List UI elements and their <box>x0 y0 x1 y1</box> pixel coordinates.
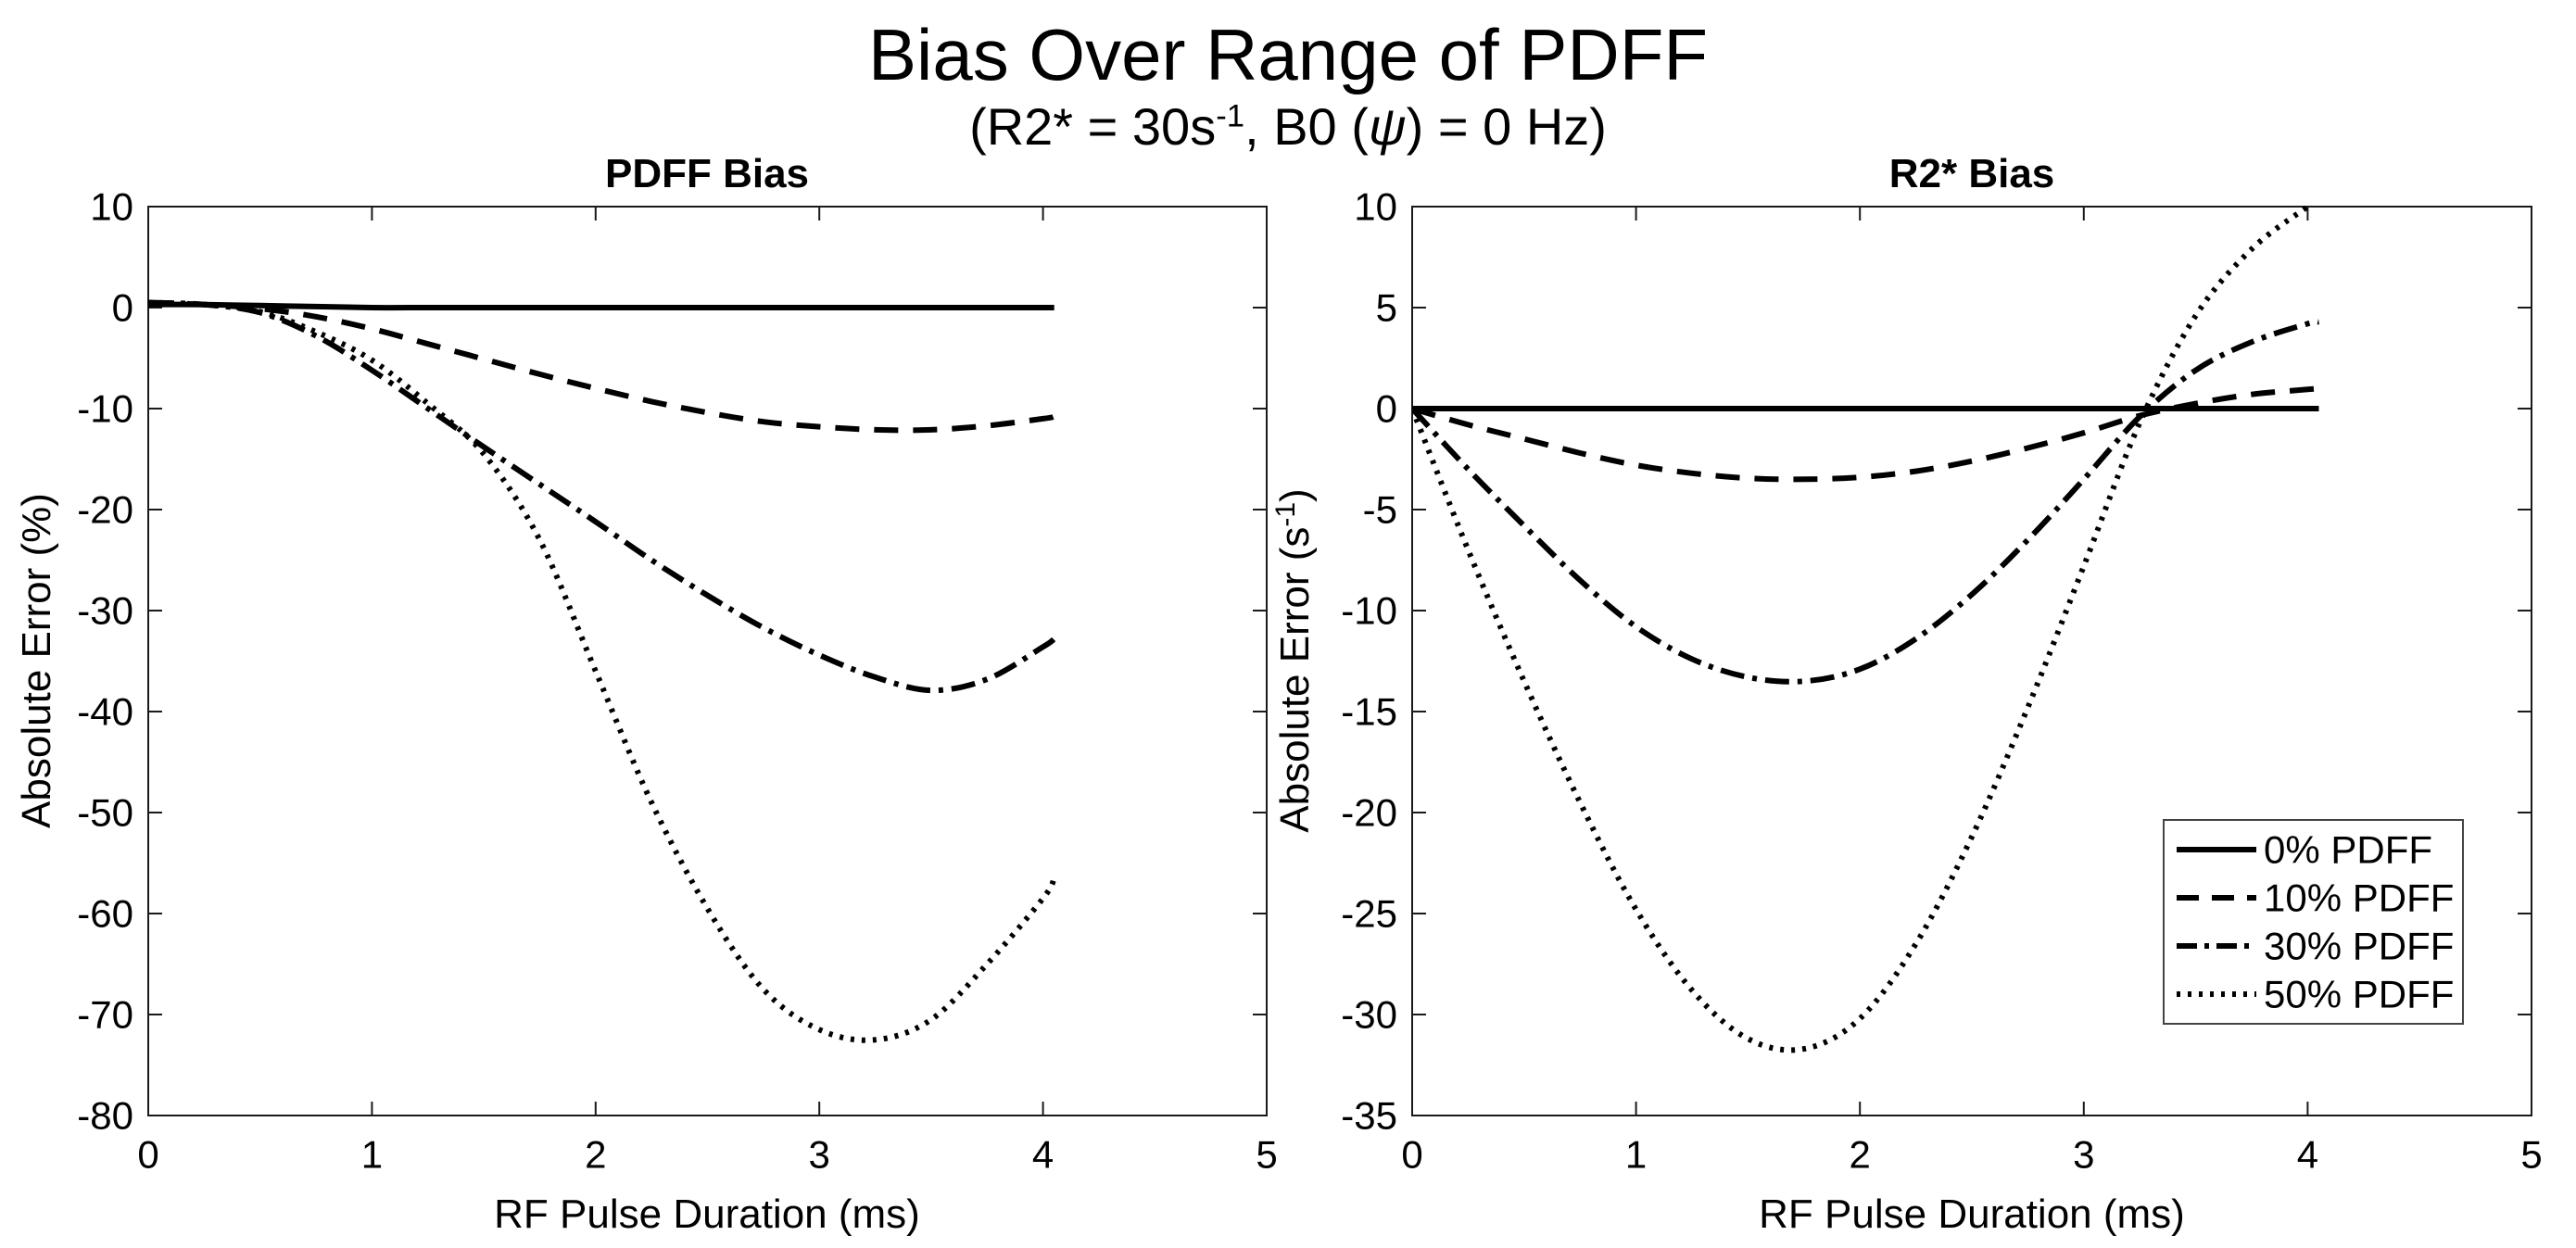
figure-subtitle: (R2* = 30s-1, B0 (ψ) = 0 Hz) <box>0 96 2576 157</box>
right-xaxis-label: RF Pulse Duration (ms) <box>1759 1191 2185 1237</box>
x-tick-label: 2 <box>585 1132 606 1176</box>
line-30pct-pdff <box>148 299 1056 694</box>
x-tick-label: 0 <box>137 1132 158 1176</box>
y-tick-label: -25 <box>1341 892 1397 936</box>
x-tick-label: 4 <box>2297 1132 2318 1176</box>
left-plot-title: PDFF Bias <box>605 151 809 196</box>
legend-label-0pct-pdff: 0% PDFF <box>2264 828 2432 872</box>
y-tick-label: 10 <box>90 185 133 229</box>
y-tick-label: -30 <box>1341 993 1397 1037</box>
line-30pct-pdff <box>1412 319 2319 685</box>
y-tick-label: -80 <box>77 1094 133 1138</box>
y-tick-label: -20 <box>1341 791 1397 835</box>
right-yaxis-label: Absolute Error (s-1) <box>1270 488 1318 832</box>
y-tick-label: 0 <box>112 286 133 330</box>
line-10pct-pdff <box>148 299 1055 434</box>
left-yaxis-label: Absolute Error (%) <box>14 493 59 828</box>
x-tick-label: 2 <box>1850 1132 1871 1176</box>
left-xaxis-label: RF Pulse Duration (ms) <box>494 1191 920 1237</box>
y-tick-label: -10 <box>1341 589 1397 633</box>
right-plot-area: 0 1 2 3 4 5 10 5 0 -5 -10 -15 -20 -25 -30 -35 <box>1341 185 2542 1177</box>
y-tick-label: -10 <box>77 387 133 431</box>
figure-title: Bias Over Range of PDFF <box>868 14 1708 95</box>
y-tick-label: -20 <box>77 488 133 532</box>
line-50pct-pdff <box>1412 206 2314 1053</box>
y-tick-label: 5 <box>1376 286 1397 330</box>
y-tick-label: -40 <box>77 690 133 734</box>
y-tick-label: -30 <box>77 589 133 633</box>
subtitle-superscript: -1 <box>1216 98 1245 134</box>
line-10pct-pdff <box>1412 385 2319 483</box>
axes-box <box>1411 206 2532 1116</box>
left-plot-area: 0 1 2 3 4 5 10 0 -10 -20 -30 -40 -50 -60 -70 -80 <box>77 185 1277 1177</box>
legend-label-30pct-pdff: 30% PDFF <box>2264 925 2454 968</box>
legend-border <box>2163 819 2464 1025</box>
axes-box <box>147 206 1268 1116</box>
x-tick-label: 5 <box>2520 1132 2542 1176</box>
legend-label-10pct-pdff: 10% PDFF <box>2264 876 2454 920</box>
subtitle-mid: , B0 ( <box>1244 97 1369 156</box>
subtitle-suffix: ) = 0 Hz) <box>1406 97 1607 156</box>
curves-group <box>148 299 1057 1043</box>
y-tick-label: -50 <box>77 791 133 835</box>
x-tick-label: 0 <box>1401 1132 1422 1176</box>
line-50pct-pdff <box>148 299 1057 1043</box>
x-tick-label: 4 <box>1032 1132 1054 1176</box>
psi-symbol: ψ <box>1368 97 1407 156</box>
y-tick-label: -35 <box>1341 1094 1397 1138</box>
curves-group <box>1412 206 2319 1053</box>
right-plot-title: R2* Bias <box>1889 151 2055 196</box>
y-tick-label: -5 <box>1363 488 1397 532</box>
y-tick-label: 10 <box>1354 185 1397 229</box>
y-tick-label: -15 <box>1341 690 1397 734</box>
subtitle-prefix: (R2* = 30s <box>969 97 1217 156</box>
y-tick-label: -70 <box>77 993 133 1037</box>
x-tick-label: 3 <box>809 1132 830 1176</box>
x-tick-label: 1 <box>1625 1132 1647 1176</box>
x-tick-label: 1 <box>361 1132 383 1176</box>
legend-label-50pct-pdff: 50% PDFF <box>2264 973 2454 1016</box>
line-0pct-pdff <box>148 301 1054 311</box>
y-tick-label: -60 <box>77 892 133 936</box>
x-tick-label: 5 <box>1256 1132 1277 1176</box>
x-tick-label: 3 <box>2073 1132 2094 1176</box>
y-tick-label: 0 <box>1376 387 1397 431</box>
